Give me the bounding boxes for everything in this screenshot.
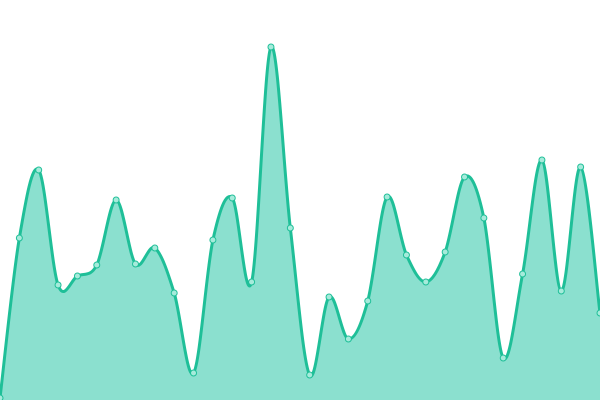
data-point-8	[151, 244, 159, 252]
data-point-12	[228, 194, 236, 202]
data-point-26	[499, 354, 507, 362]
data-point-31	[596, 309, 600, 317]
data-point-7	[131, 260, 139, 268]
data-point-15	[286, 224, 294, 232]
area-fill	[0, 46, 600, 400]
data-points	[0, 43, 600, 400]
data-point-21	[402, 251, 410, 259]
data-point-1	[15, 234, 23, 242]
data-point-17	[325, 293, 333, 301]
data-point-24	[461, 173, 469, 181]
data-point-16	[306, 371, 314, 379]
data-point-6	[112, 196, 120, 204]
data-point-28	[538, 156, 546, 164]
data-point-27	[519, 270, 527, 278]
data-point-4	[73, 272, 81, 280]
data-point-10	[190, 369, 198, 377]
data-point-9	[170, 289, 178, 297]
data-point-18	[344, 335, 352, 343]
data-point-0	[0, 394, 4, 400]
data-point-11	[209, 236, 217, 244]
data-point-19	[364, 297, 372, 305]
data-point-3	[54, 281, 62, 289]
data-point-22	[422, 278, 430, 286]
data-point-23	[441, 248, 449, 256]
data-point-13	[248, 278, 256, 286]
data-point-5	[93, 261, 101, 269]
data-point-29	[557, 287, 565, 295]
data-point-14	[267, 43, 275, 51]
data-point-30	[577, 163, 585, 171]
data-point-25	[480, 214, 488, 222]
series-line	[0, 45, 600, 399]
data-point-20	[383, 193, 391, 201]
data-point-2	[35, 166, 43, 174]
